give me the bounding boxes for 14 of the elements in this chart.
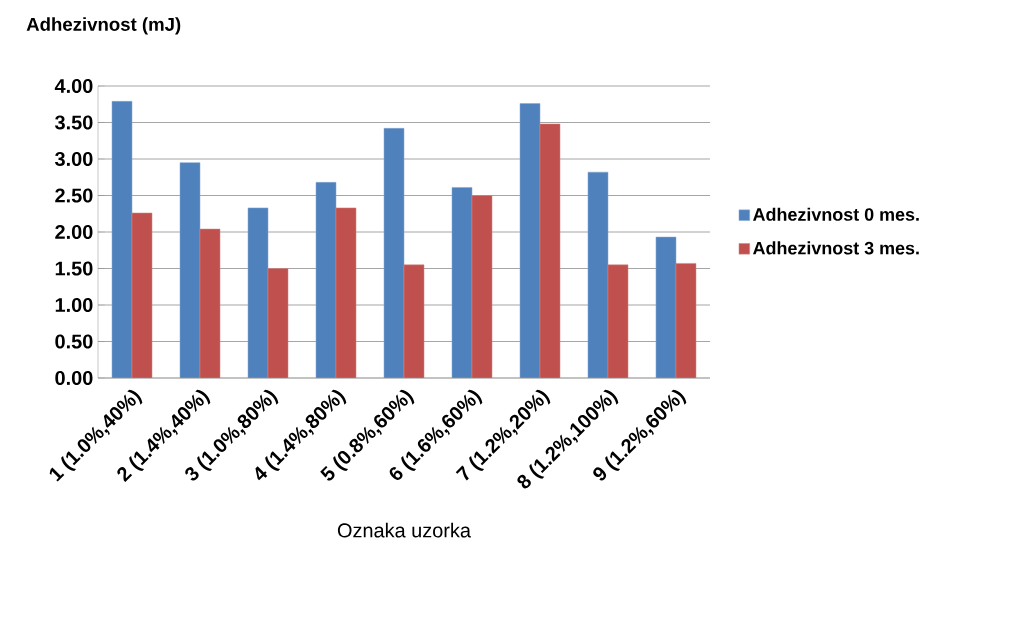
y-tick-label: 0.50 xyxy=(55,334,93,349)
x-axis-title: Oznaka uzorka xyxy=(337,522,471,538)
legend-label: Adhezivnost 3 mes. xyxy=(753,241,919,255)
y-tick-label: 3.00 xyxy=(54,151,93,167)
y-tick-label: 2.50 xyxy=(55,188,93,203)
y-tick-label: 4.00 xyxy=(54,78,93,94)
bar xyxy=(519,103,541,378)
y-tick-label: 1.50 xyxy=(55,261,93,276)
y-tick-label: 2.00 xyxy=(55,224,93,240)
y-tick-label: 3.50 xyxy=(54,115,93,130)
y-tick-label: 1.00 xyxy=(55,297,93,313)
y-axis-title: Adhezivnost (mJ) xyxy=(26,17,181,35)
legend-label: Adhezivnost 0 mes. xyxy=(753,207,919,221)
y-tick-label: 0.00 xyxy=(55,370,93,386)
